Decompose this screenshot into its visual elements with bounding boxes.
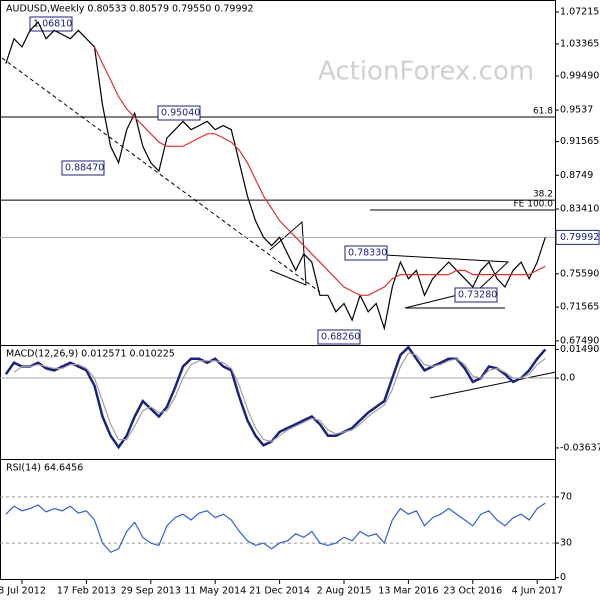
rsi-title: RSI(14) 64.6456 [6, 463, 83, 474]
level-label: FE 100.0 [514, 199, 554, 209]
annotation: 1.06810 [33, 19, 72, 30]
last-price-box [555, 229, 600, 245]
series-line [13, 352, 546, 443]
x-tick-label: 4 Jun 2017 [512, 586, 563, 597]
annotation-box [61, 160, 105, 176]
y-tick-label: 0.9537 [560, 105, 593, 116]
series-line [5, 502, 546, 554]
y-tick-label: -0.036374 [560, 442, 600, 453]
y-tick-label: 0.83410 [560, 204, 599, 215]
y-tick-label: 0.014902 [560, 344, 600, 355]
y-tick-label: 30 [560, 538, 572, 549]
x-tick-label: 21 Dec 2014 [249, 586, 310, 597]
macd-title: MACD(12,26,9) 0.012571 0.010225 [6, 349, 175, 360]
y-tick-label: 0.99490 [560, 70, 599, 81]
level-label: 38.2 [533, 190, 553, 200]
x-tick-label: 29 Sep 2013 [121, 586, 181, 597]
y-tick-label: 1.07215 [560, 7, 599, 18]
annotation-box [317, 329, 361, 345]
annotation: 0.73280 [458, 290, 497, 301]
watermark: ActionForex.com [318, 57, 534, 87]
y-tick-label: 0.67490 [560, 335, 599, 346]
y-tick-label: 0 [560, 572, 566, 583]
y-tick-label: 70 [560, 491, 572, 502]
x-tick-label: 23 Oct 2016 [443, 586, 502, 597]
annotation-box [454, 287, 498, 303]
annotation: 0.78330 [348, 248, 387, 259]
annotation: 0.88470 [65, 163, 104, 174]
y-tick-label: 0.75590 [560, 268, 599, 279]
x-tick-label: 2 Aug 2015 [317, 586, 372, 597]
y-tick-label: 0.91565 [560, 136, 599, 147]
y-tick-label: 0.71565 [560, 302, 599, 313]
price-title: AUDUSD,Weekly 0.80533 0.80579 0.79550 0.… [6, 4, 254, 15]
frame [0, 0, 556, 580]
x-tick-label: 8 Jul 2012 [0, 586, 46, 597]
last-price-label: 0.79992 [560, 232, 599, 243]
series-line [93, 46, 546, 296]
annotation: 0.95040 [161, 108, 200, 119]
x-tick-label: 11 May 2014 [184, 586, 246, 597]
annotation-box [344, 245, 388, 261]
annotation-box [157, 105, 201, 121]
series-line [5, 21, 546, 331]
y-tick-label: 0.8749 [560, 170, 593, 181]
x-tick-label: 17 Feb 2013 [57, 586, 116, 597]
series-line [4, 345, 547, 450]
y-tick-label: 0.0 [560, 373, 575, 384]
level-label: 61.8 [533, 107, 553, 117]
macd-trend-line [429, 371, 557, 399]
x-tick-label: 13 Mar 2016 [378, 586, 438, 597]
trend-line [1, 57, 321, 293]
annotation: 0.68260 [321, 332, 360, 343]
y-tick-label: 1.03365 [560, 38, 599, 49]
